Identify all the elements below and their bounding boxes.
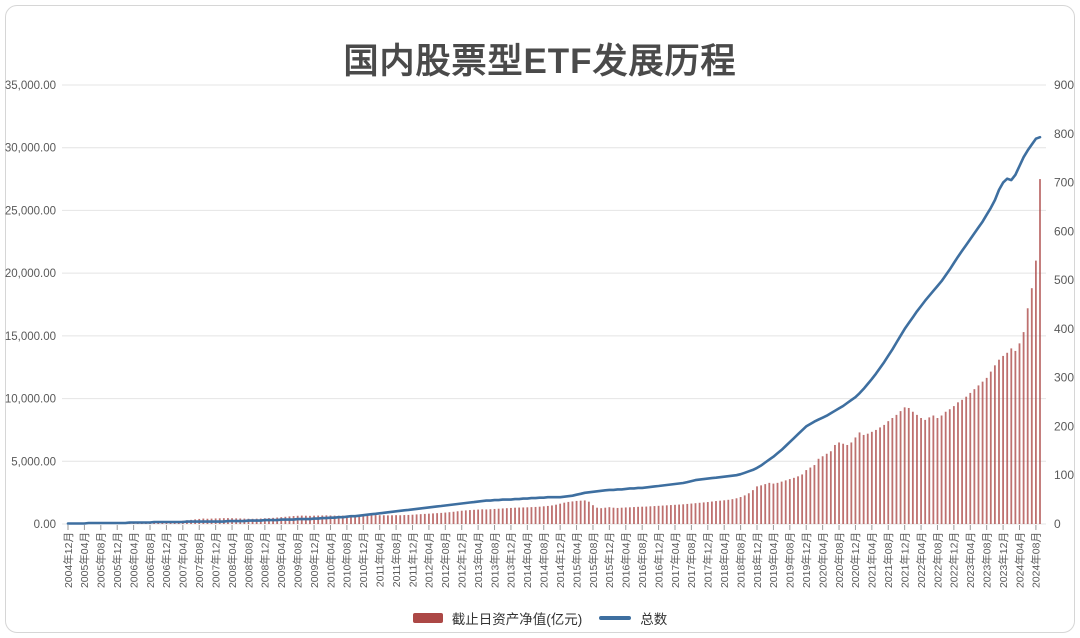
svg-text:2010年04月: 2010年04月	[324, 532, 337, 588]
svg-text:10,000.00: 10,000.00	[5, 394, 56, 406]
svg-text:2016年08月: 2016年08月	[636, 532, 649, 588]
svg-text:2017年08月: 2017年08月	[685, 532, 698, 588]
svg-text:2014年12月: 2014年12月	[554, 532, 567, 588]
svg-text:2008年08月: 2008年08月	[242, 532, 255, 588]
legend-line-swatch-icon	[599, 616, 632, 620]
svg-text:2014年08月: 2014年08月	[538, 532, 551, 588]
legend-bar-swatch-icon	[412, 613, 443, 623]
svg-text:2021年12月: 2021年12月	[898, 532, 911, 588]
svg-text:2011年04月: 2011年04月	[373, 532, 386, 587]
svg-text:2007年12月: 2007年12月	[209, 532, 222, 588]
svg-text:600: 600	[1054, 224, 1074, 238]
svg-text:2016年12月: 2016年12月	[652, 532, 665, 588]
svg-text:2007年04月: 2007年04月	[177, 532, 190, 588]
svg-text:2024年08月: 2024年08月	[1030, 532, 1043, 588]
svg-text:2009年04月: 2009年04月	[275, 532, 288, 588]
svg-text:400: 400	[1054, 322, 1074, 336]
svg-text:2009年12月: 2009年12月	[308, 532, 321, 588]
svg-text:2020年12月: 2020年12月	[849, 532, 862, 588]
svg-text:2006年08月: 2006年08月	[144, 532, 157, 588]
svg-text:300: 300	[1054, 371, 1074, 385]
svg-text:2019年04月: 2019年04月	[767, 532, 780, 588]
svg-text:2019年12月: 2019年12月	[800, 532, 813, 588]
svg-text:2011年08月: 2011年08月	[390, 532, 403, 587]
svg-text:2015年04月: 2015年04月	[570, 532, 583, 588]
svg-text:0: 0	[1054, 517, 1061, 531]
svg-text:2015年08月: 2015年08月	[587, 532, 600, 588]
svg-text:25,000.00: 25,000.00	[5, 205, 56, 217]
etf-combo-chart: 35,000.00 30,000.00 25,000.00 20,000.00 15,0…	[5, 78, 1075, 588]
svg-text:2023年08月: 2023年08月	[980, 532, 993, 588]
svg-text:2020年04月: 2020年04月	[816, 532, 829, 588]
svg-text:2005年08月: 2005年08月	[95, 532, 108, 588]
svg-text:2022年08月: 2022年08月	[931, 532, 944, 588]
svg-text:100: 100	[1054, 468, 1074, 482]
svg-text:2023年12月: 2023年12月	[997, 532, 1010, 588]
svg-text:5,000.00: 5,000.00	[11, 456, 56, 468]
svg-text:0.00: 0.00	[34, 519, 56, 531]
svg-text:2008年12月: 2008年12月	[259, 532, 272, 588]
svg-text:2021年04月: 2021年04月	[866, 532, 879, 588]
svg-text:2012年12月: 2012年12月	[456, 532, 469, 588]
legend: 截止日资产净值(亿元) 总数	[0, 608, 1080, 628]
svg-text:2010年08月: 2010年08月	[341, 532, 354, 588]
svg-text:2011年12月: 2011年12月	[406, 532, 419, 587]
svg-text:15,000.00: 15,000.00	[5, 331, 56, 343]
svg-text:2009年08月: 2009年08月	[291, 532, 304, 588]
svg-text:2014年04月: 2014年04月	[521, 532, 534, 588]
svg-text:2007年08月: 2007年08月	[193, 532, 206, 588]
svg-text:2024年04月: 2024年04月	[1013, 532, 1026, 588]
svg-text:2018年08月: 2018年08月	[734, 532, 747, 588]
svg-text:500: 500	[1054, 273, 1074, 287]
svg-text:2023年04月: 2023年04月	[964, 532, 977, 588]
svg-text:2012年08月: 2012年08月	[439, 532, 452, 588]
svg-text:2013年04月: 2013年04月	[472, 532, 485, 588]
svg-text:2005年04月: 2005年04月	[78, 532, 91, 588]
svg-text:2010年12月: 2010年12月	[357, 532, 370, 588]
svg-text:2006年12月: 2006年12月	[160, 532, 173, 588]
svg-text:2019年08月: 2019年08月	[784, 532, 797, 588]
legend-bar-label: 截止日资产净值(亿元)	[451, 612, 583, 627]
chart-title: 国内股票型ETF发展历程	[343, 42, 737, 82]
svg-text:700: 700	[1054, 176, 1074, 190]
svg-text:2018年12月: 2018年12月	[751, 532, 764, 588]
svg-text:2020年08月: 2020年08月	[833, 532, 846, 588]
svg-text:20,000.00: 20,000.00	[5, 268, 56, 280]
svg-text:2021年08月: 2021年08月	[882, 532, 895, 588]
svg-text:2022年12月: 2022年12月	[948, 532, 961, 588]
svg-text:2006年04月: 2006年04月	[127, 532, 140, 588]
svg-text:800: 800	[1054, 127, 1074, 141]
svg-text:2012年04月: 2012年04月	[423, 532, 436, 588]
svg-text:35,000.00: 35,000.00	[5, 80, 56, 92]
svg-text:30,000.00: 30,000.00	[5, 143, 56, 155]
svg-text:2005年12月: 2005年12月	[111, 532, 124, 588]
svg-text:2004年12月: 2004年12月	[62, 532, 75, 588]
svg-text:2022年04月: 2022年04月	[915, 532, 928, 588]
svg-text:2017年12月: 2017年12月	[702, 532, 715, 588]
svg-text:2018年04月: 2018年04月	[718, 532, 731, 588]
svg-text:2013年08月: 2013年08月	[488, 532, 501, 588]
svg-text:900: 900	[1054, 78, 1074, 92]
svg-text:2016年04月: 2016年04月	[620, 532, 633, 588]
legend-line-label: 总数	[640, 612, 668, 627]
svg-text:2015年12月: 2015年12月	[603, 532, 616, 588]
svg-text:200: 200	[1054, 419, 1074, 433]
svg-text:2017年04月: 2017年04月	[669, 532, 682, 588]
svg-text:2013年12月: 2013年12月	[505, 532, 518, 588]
svg-text:2008年04月: 2008年04月	[226, 532, 239, 588]
